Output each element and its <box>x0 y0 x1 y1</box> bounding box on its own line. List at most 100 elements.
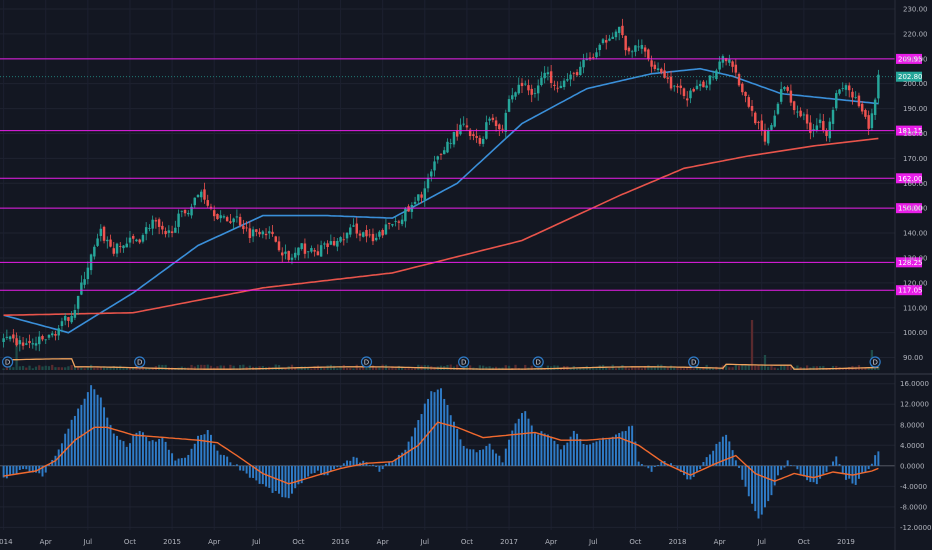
candle[interactable] <box>336 237 339 252</box>
candle[interactable] <box>397 219 401 230</box>
candle[interactable] <box>789 84 793 106</box>
candle[interactable] <box>611 32 614 39</box>
oscillator-axis[interactable]: 16.0000 12.0000 8.0000 4.0000 0.0000 -4.0000 -… <box>900 380 931 532</box>
candle[interactable] <box>277 236 281 252</box>
candle[interactable] <box>864 108 867 120</box>
candle[interactable] <box>391 223 394 228</box>
dividend-marker[interactable]: D <box>2 356 14 368</box>
candle[interactable] <box>378 230 381 240</box>
candle[interactable] <box>792 100 796 115</box>
candle[interactable] <box>404 206 407 228</box>
candle[interactable] <box>614 29 618 41</box>
time-axis[interactable]: 2014 Apr Jul Oct 2015 Apr Jul Oct 2016 Apr Jul Oct 2… <box>0 538 855 546</box>
candle[interactable] <box>362 231 365 238</box>
candle[interactable] <box>287 250 290 263</box>
candle[interactable] <box>232 217 235 230</box>
candle[interactable] <box>802 112 806 121</box>
candle[interactable] <box>847 82 851 98</box>
candle[interactable] <box>161 221 164 235</box>
candle[interactable] <box>174 220 177 233</box>
candle[interactable] <box>303 238 307 259</box>
candle[interactable] <box>170 225 174 238</box>
candle[interactable] <box>527 79 530 96</box>
candle[interactable] <box>478 135 482 147</box>
candle[interactable] <box>656 62 660 73</box>
candle[interactable] <box>459 118 462 136</box>
candle[interactable] <box>640 39 644 54</box>
candle[interactable] <box>553 80 556 91</box>
candle[interactable] <box>439 152 443 160</box>
candle[interactable] <box>831 106 835 131</box>
candle[interactable] <box>520 78 524 94</box>
candle[interactable] <box>34 336 38 351</box>
candle[interactable] <box>374 233 378 242</box>
candle[interactable] <box>835 90 838 111</box>
candle[interactable] <box>799 107 802 118</box>
candle[interactable] <box>216 213 219 220</box>
candle[interactable] <box>747 94 751 109</box>
candle[interactable] <box>689 88 692 104</box>
candle[interactable] <box>653 61 657 72</box>
candle[interactable] <box>238 213 242 228</box>
candle[interactable] <box>135 238 138 242</box>
candle[interactable] <box>433 155 436 177</box>
candle[interactable] <box>634 45 637 57</box>
candle[interactable] <box>164 227 167 238</box>
candle[interactable] <box>138 238 141 245</box>
candle[interactable] <box>543 66 546 84</box>
candle[interactable] <box>734 59 738 78</box>
candle[interactable] <box>851 88 854 105</box>
dividend-marker[interactable]: D <box>134 356 146 368</box>
candle[interactable] <box>355 217 358 239</box>
candle[interactable] <box>773 110 776 128</box>
candle[interactable] <box>358 230 362 242</box>
candle[interactable] <box>443 146 446 155</box>
candle[interactable] <box>488 116 491 126</box>
candle[interactable] <box>673 84 676 92</box>
candle[interactable] <box>511 87 514 103</box>
candle[interactable] <box>141 233 145 244</box>
candle[interactable] <box>579 61 582 76</box>
candle[interactable] <box>148 224 151 232</box>
candle[interactable] <box>413 196 417 207</box>
candle[interactable] <box>297 247 300 261</box>
candle[interactable] <box>873 97 877 120</box>
candle[interactable] <box>449 138 452 149</box>
candle[interactable] <box>400 214 404 227</box>
candle[interactable] <box>601 37 605 45</box>
candle[interactable] <box>556 81 559 93</box>
candle[interactable] <box>838 88 841 96</box>
candle[interactable] <box>2 333 5 348</box>
candle[interactable] <box>268 226 271 239</box>
candle[interactable] <box>67 316 70 328</box>
candle[interactable] <box>679 78 682 95</box>
candle[interactable] <box>685 91 689 107</box>
candle[interactable] <box>481 136 485 147</box>
candle[interactable] <box>692 87 695 93</box>
candle[interactable] <box>381 228 384 239</box>
candle[interactable] <box>627 46 631 55</box>
candle[interactable] <box>757 120 760 130</box>
candle[interactable] <box>180 210 184 218</box>
candle[interactable] <box>326 240 329 255</box>
candle[interactable] <box>8 335 12 342</box>
candle[interactable] <box>203 182 206 204</box>
candle[interactable] <box>779 81 783 105</box>
candle[interactable] <box>624 35 627 56</box>
candle[interactable] <box>721 54 725 68</box>
candle[interactable] <box>621 18 624 39</box>
candle[interactable] <box>695 79 699 91</box>
candle[interactable] <box>371 228 375 245</box>
candle[interactable] <box>731 60 734 73</box>
candle[interactable] <box>151 215 154 236</box>
candle[interactable] <box>608 34 611 42</box>
candle[interactable] <box>310 245 313 254</box>
candle[interactable] <box>786 85 789 93</box>
candle[interactable] <box>750 100 754 117</box>
candle[interactable] <box>313 247 316 257</box>
candle[interactable] <box>530 84 533 103</box>
candle[interactable] <box>106 236 109 249</box>
candle[interactable] <box>643 44 647 58</box>
